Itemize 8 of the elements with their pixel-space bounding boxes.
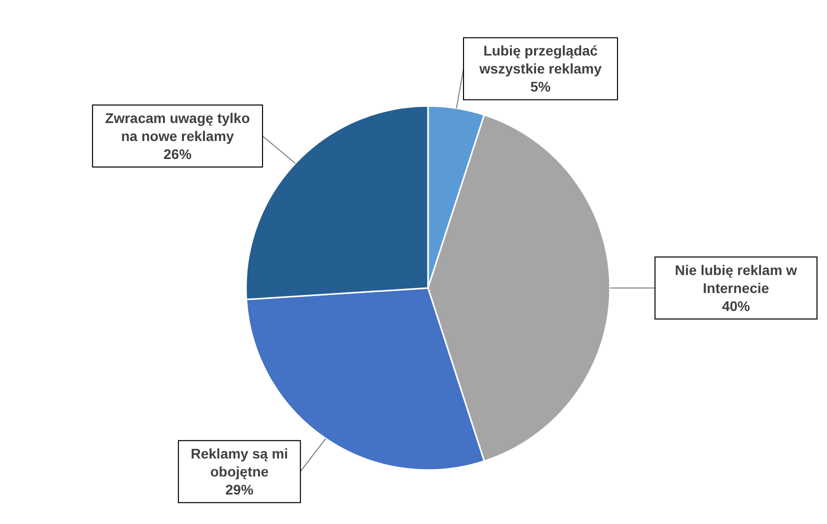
- slice-label: Nie lubię reklam w Internecie: [674, 262, 798, 296]
- slice-label: Reklamy są mi obojętne: [190, 446, 288, 480]
- data-label: 26%: [164, 146, 192, 162]
- data-label: 5%: [530, 78, 552, 95]
- data-label: 29%: [225, 482, 254, 498]
- slice-label: Lubię przeglądać wszystkie reklamy: [478, 42, 602, 77]
- data-label: 40%: [722, 298, 751, 314]
- slice-label: Zwracam uwagę tylko na nowe reklamy: [105, 110, 250, 144]
